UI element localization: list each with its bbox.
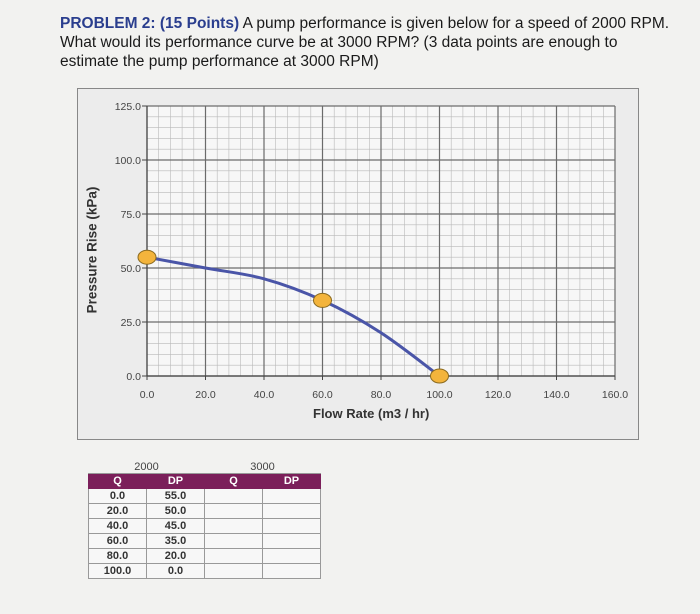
dp-cell: 45.0 <box>146 518 205 534</box>
dp-cell: 0.0 <box>146 563 205 579</box>
x-tick-label: 160.0 <box>602 389 628 401</box>
q-cell: 40.0 <box>88 518 147 534</box>
x-tick-label: 60.0 <box>312 389 333 401</box>
group-2000-label: 2000 <box>88 460 205 474</box>
dp-cell: 20.0 <box>146 548 205 564</box>
data-point-marker <box>313 292 332 308</box>
q-3000-cell[interactable] <box>204 548 263 564</box>
q-cell: 100.0 <box>88 563 147 579</box>
y-tick-label: 25.0 <box>121 317 142 329</box>
problem-text: A pump performance is given below for a … <box>60 15 670 70</box>
y-tick-label: 50.0 <box>121 263 142 275</box>
q-cell: 20.0 <box>88 503 147 519</box>
x-tick-label: 140.0 <box>543 389 569 401</box>
dp-3000-cell[interactable] <box>262 518 321 534</box>
y-tick-label: 100.0 <box>115 155 141 167</box>
q-cell: 80.0 <box>88 548 147 564</box>
table-row: 0.0 55.0 <box>88 488 321 504</box>
y-tick-label: 0.0 <box>126 371 141 383</box>
dp-cell: 35.0 <box>146 533 205 549</box>
q-3000-cell[interactable] <box>204 533 263 549</box>
y-axis-label: Pressure Rise (kPa) <box>84 186 100 314</box>
data-point-marker <box>430 368 449 384</box>
dp-3000-cell[interactable] <box>262 533 321 549</box>
dp-cell: 55.0 <box>146 488 205 504</box>
x-tick-label: 20.0 <box>195 389 216 401</box>
dp-3000-cell[interactable] <box>262 548 321 564</box>
data-table: 2000 3000 Q DP Q DP 0.0 55.0 20.0 50.0 4… <box>88 460 321 579</box>
x-tick-label: 120.0 <box>485 389 511 401</box>
col-q-3000: Q <box>204 473 263 489</box>
q-3000-cell[interactable] <box>204 563 263 579</box>
pump-curve-line <box>145 255 441 378</box>
q-3000-cell[interactable] <box>204 518 263 534</box>
q-3000-cell[interactable] <box>204 503 263 519</box>
y-tick-label: 125.0 <box>115 101 141 113</box>
x-tick-label: 100.0 <box>426 389 452 401</box>
col-q-2000: Q <box>88 473 147 489</box>
group-3000-label: 3000 <box>204 460 321 474</box>
x-tick-label: 0.0 <box>140 389 155 401</box>
x-axis-label: Flow Rate (m3 / hr) <box>313 406 430 421</box>
dp-3000-cell[interactable] <box>262 503 321 519</box>
q-3000-cell[interactable] <box>204 488 263 504</box>
x-tick-label: 40.0 <box>254 389 275 401</box>
q-cell: 60.0 <box>88 533 147 549</box>
col-dp-3000: DP <box>262 473 321 489</box>
problem-statement: PROBLEM 2: (15 Points) A pump performanc… <box>60 14 670 71</box>
dp-3000-cell[interactable] <box>262 563 321 579</box>
col-dp-2000: DP <box>146 473 205 489</box>
table-row: 60.0 35.0 <box>88 533 321 549</box>
data-point-marker <box>137 249 157 265</box>
table-row: 100.0 0.0 <box>88 563 321 579</box>
problem-heading: PROBLEM 2: (15 Points) <box>60 15 240 32</box>
table-row: 20.0 50.0 <box>88 503 321 519</box>
dp-cell: 50.0 <box>146 503 205 519</box>
table-row: 80.0 20.0 <box>88 548 321 564</box>
dp-3000-cell[interactable] <box>262 488 321 504</box>
x-tick-label: 80.0 <box>371 389 392 401</box>
table-row: 40.0 45.0 <box>88 518 321 534</box>
y-tick-label: 75.0 <box>121 209 142 221</box>
q-cell: 0.0 <box>88 488 147 504</box>
